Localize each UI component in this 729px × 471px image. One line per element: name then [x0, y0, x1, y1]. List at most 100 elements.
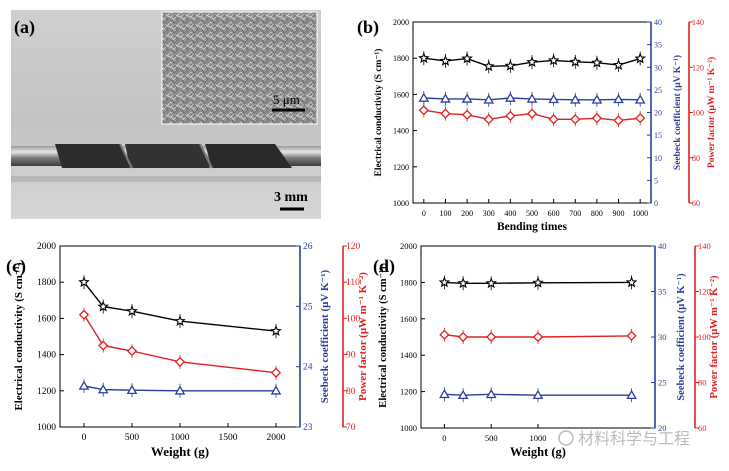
watermark: 材料科学与工程 — [558, 429, 690, 448]
diamond-marker — [458, 331, 469, 343]
triangle-marker — [174, 385, 186, 395]
power-factor-tick-label: 140 — [692, 18, 704, 27]
x-tick-label: 2000 — [267, 433, 286, 443]
triangle-marker — [457, 389, 469, 400]
left-tick-label: 1400 — [37, 351, 56, 361]
star-marker — [504, 59, 517, 71]
inset-scale-label: 5 μm — [273, 92, 300, 107]
seebeck-tick-label: 23 — [303, 423, 313, 433]
x-tick-label: 1500 — [219, 433, 238, 443]
diamond-marker — [126, 345, 138, 357]
left-tick-label: 1400 — [393, 127, 409, 136]
triangle-marker — [461, 93, 473, 103]
diamond-marker — [532, 331, 544, 343]
seebeck-tick-label: 10 — [654, 154, 662, 163]
seebeck-tick-label: 40 — [654, 18, 662, 27]
triangle-marker — [270, 385, 282, 395]
x-tick-label: 500 — [125, 433, 140, 443]
x-axis-label: Weight (g) — [151, 444, 209, 459]
x-tick-label: 900 — [613, 209, 625, 218]
power-factor-axis-label: Power factor (μW m⁻¹ K⁻²) — [357, 272, 369, 401]
triangle-marker — [483, 94, 495, 104]
power-factor-tick-label: 90 — [346, 351, 356, 361]
seebeck-tick-label: 40 — [658, 241, 667, 251]
star-marker — [270, 324, 282, 337]
diamond-marker — [98, 340, 109, 351]
panel-label: (b) — [357, 17, 379, 38]
x-tick-label: 700 — [569, 209, 581, 218]
star-marker — [126, 305, 138, 317]
diamond-marker — [526, 108, 538, 119]
seebeck-tick-label: 35 — [654, 41, 662, 50]
left-axis-label: Electrical conductivity (S cm⁻¹) — [378, 266, 389, 408]
left-tick-label: 1200 — [400, 387, 417, 397]
triangle-marker — [126, 384, 138, 394]
left-tick-label: 1200 — [393, 163, 409, 172]
panel-label: (c) — [6, 256, 26, 277]
diamond-marker — [486, 331, 497, 343]
left-tick-label: 1800 — [393, 54, 409, 63]
x-tick-label: 0 — [422, 209, 426, 218]
triangle-marker — [532, 389, 544, 400]
triangle-marker — [613, 93, 624, 104]
power-factor-tick-label: 60 — [698, 423, 707, 433]
seebeck-tick-label: 26 — [303, 242, 313, 252]
diamond-marker — [418, 105, 429, 116]
power-factor-tick-label: 80 — [692, 154, 700, 163]
triangle-marker — [418, 92, 430, 102]
chart-c: 1000120014001600180020002324252670809010… — [6, 242, 369, 459]
triangle-marker — [485, 388, 497, 399]
left-tick-label: 1000 — [400, 423, 417, 433]
diamond-marker — [270, 367, 282, 378]
left-tick-label: 1200 — [37, 387, 56, 397]
rod-reflection — [11, 176, 321, 182]
seebeck-tick-label: 5 — [654, 176, 658, 185]
triangle-marker — [526, 93, 538, 103]
power-factor-axis-label: Power factor (μW m⁻¹ K⁻²) — [706, 57, 717, 168]
plot-frame — [59, 245, 301, 428]
diamond-marker — [635, 113, 646, 124]
seebeck-tick-label: 30 — [658, 332, 667, 342]
seebeck-axis-label: Seebeck coefficient (μV K⁻¹) — [676, 273, 687, 401]
power-factor-tick-label: 120 — [692, 63, 704, 72]
main-scale-label: 3 mm — [274, 190, 308, 205]
left-tick-label: 1600 — [37, 314, 56, 324]
watermark-icon — [558, 430, 574, 446]
star-marker — [461, 52, 473, 64]
diamond-marker — [570, 114, 581, 125]
x-tick-label: 600 — [548, 209, 560, 218]
diamond-marker — [626, 330, 637, 341]
power-factor-tick-label: 80 — [698, 378, 707, 388]
film-seam-2 — [199, 143, 213, 169]
diamond-marker — [591, 113, 603, 124]
x-tick-label: 200 — [461, 209, 473, 218]
triangle-marker — [78, 380, 90, 390]
triangle-marker — [440, 93, 451, 103]
power-factor-tick-label: 70 — [346, 423, 356, 433]
film-seam-1 — [119, 143, 133, 169]
film-strip-2 — [125, 144, 210, 168]
x-axis-label: Bending times — [497, 221, 567, 233]
sem-inset — [161, 11, 318, 125]
power-factor-tick-label: 60 — [692, 199, 700, 208]
panel-a-label: (a) — [14, 17, 35, 38]
watermark-text: 材料科学与工程 — [578, 429, 690, 448]
triangle-marker — [439, 388, 450, 399]
star-marker — [78, 276, 90, 288]
star-marker — [547, 54, 560, 66]
triangle-marker — [569, 94, 581, 104]
star-marker — [439, 54, 452, 66]
left-tick-label: 1600 — [400, 314, 417, 324]
x-tick-label: 0 — [442, 433, 446, 443]
diamond-marker — [440, 108, 451, 119]
panel-a: 5 μm (a) 3 mm — [11, 10, 321, 219]
film-strip-1 — [55, 144, 130, 168]
film-strip-3 — [205, 144, 292, 168]
x-axis-label: Weight (g) — [510, 445, 566, 459]
seebeck-tick-label: 24 — [303, 363, 313, 373]
x-tick-label: 100 — [439, 209, 451, 218]
x-tick-label: 300 — [483, 209, 495, 218]
seebeck-tick-label: 20 — [658, 423, 667, 433]
triangle-marker — [626, 389, 637, 400]
x-tick-label: 0 — [82, 433, 87, 443]
